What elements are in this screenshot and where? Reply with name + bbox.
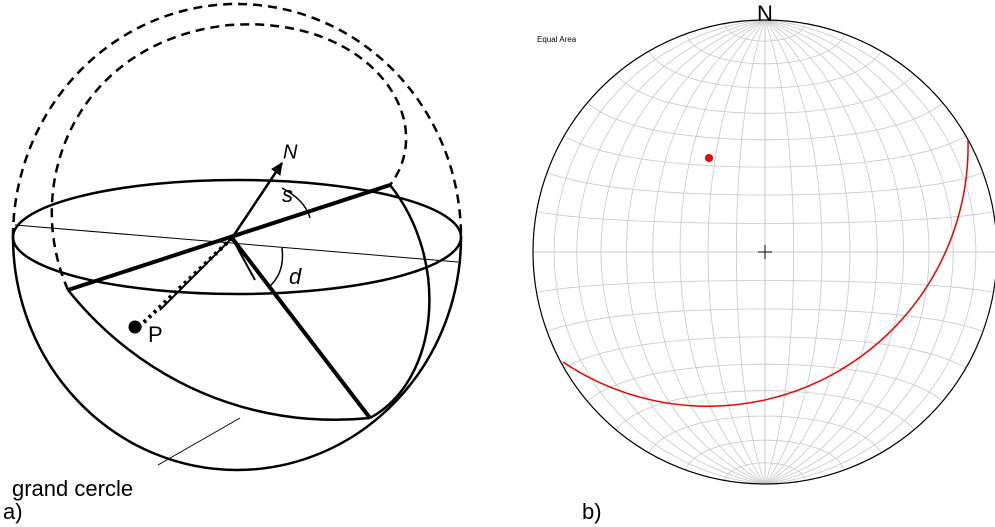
net-north: N — [757, 1, 773, 26]
north-label: N — [283, 141, 298, 163]
arrow-head — [272, 163, 282, 175]
caption: b) — [582, 499, 602, 524]
plane-pole — [705, 154, 713, 162]
strike-line — [68, 185, 390, 290]
strike-label: s — [282, 182, 293, 207]
plane-great-circle — [563, 140, 968, 406]
hemisphere — [13, 237, 461, 470]
great-circle-back — [370, 185, 429, 418]
dashed-great-circle — [52, 24, 406, 290]
panel-a — [13, 4, 461, 470]
horizontal-plane — [13, 180, 461, 294]
figure: N s d P grand cercle a) Equal Area N b) — [0, 0, 995, 527]
great-circle — [68, 290, 370, 420]
label-arrow — [158, 418, 240, 465]
projection-label: Equal Area — [537, 35, 577, 44]
note-label: grand cercle — [12, 476, 133, 501]
dip-label: d — [289, 264, 302, 289]
caption: a) — [3, 499, 23, 524]
dip-angle — [270, 248, 283, 286]
center-cross — [758, 245, 772, 259]
pole-point — [129, 321, 141, 333]
pole-label: P — [148, 322, 163, 347]
upper-arc — [13, 4, 461, 237]
